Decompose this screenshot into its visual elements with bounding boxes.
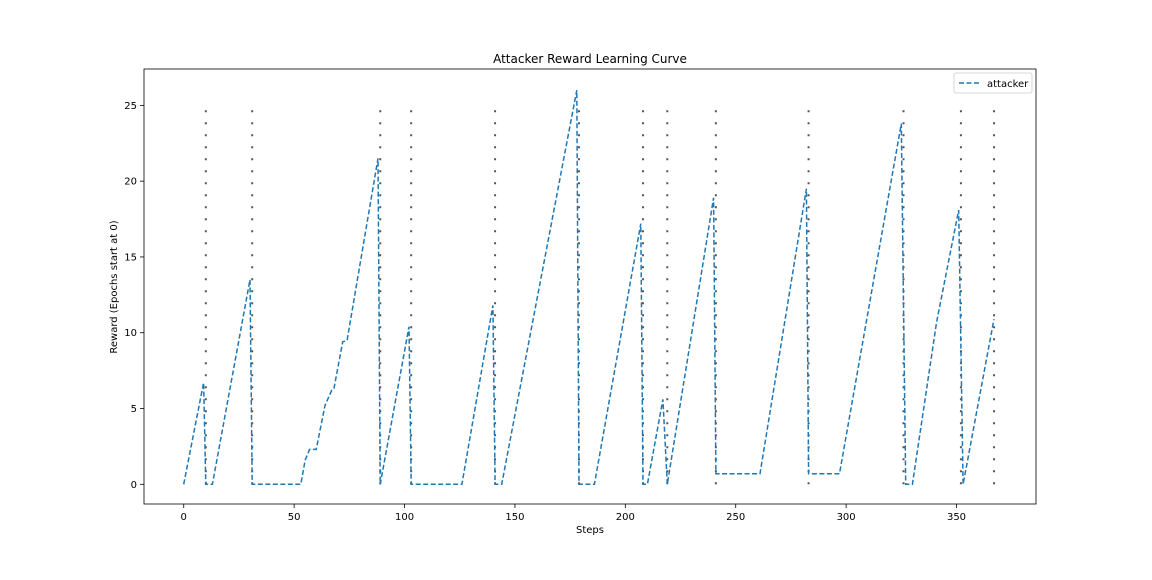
x-axis: 0 50 100 150 200 250 300 350 <box>181 504 966 523</box>
x-tick-label-350: 350 <box>947 512 966 523</box>
series-line-attacker <box>182 90 995 486</box>
legend-box <box>953 72 1033 94</box>
x-tick-label-50: 50 <box>288 512 301 523</box>
chart-title: Attacker Reward Learning Curve <box>493 52 687 66</box>
x-tick-label-0: 0 <box>181 512 187 523</box>
y-axis-label: Reward (Epochs start at 0) <box>109 220 120 353</box>
y-tick-label-15: 15 <box>124 252 137 263</box>
x-tick-label-100: 100 <box>395 512 414 523</box>
x-tick-label-300: 300 <box>837 512 856 523</box>
legend-label-attacker: attacker <box>987 79 1029 90</box>
y-tick-label-0: 0 <box>131 480 137 491</box>
y-tick-label-5: 5 <box>131 404 137 415</box>
x-tick-label-200: 200 <box>616 512 635 523</box>
y-tick-label-25: 25 <box>124 101 137 112</box>
y-tick-label-10: 10 <box>124 328 137 339</box>
x-tick-label-150: 150 <box>505 512 524 523</box>
legend: attacker <box>953 72 1033 94</box>
series-layer <box>182 90 995 486</box>
x-tick-label-250: 250 <box>726 512 745 523</box>
y-axis: 0 5 10 15 20 25 <box>124 101 144 491</box>
x-axis-label: Steps <box>576 525 604 536</box>
epoch-lines <box>204 105 996 485</box>
plot-frame <box>143 68 1037 505</box>
y-tick-label-20: 20 <box>124 177 137 188</box>
